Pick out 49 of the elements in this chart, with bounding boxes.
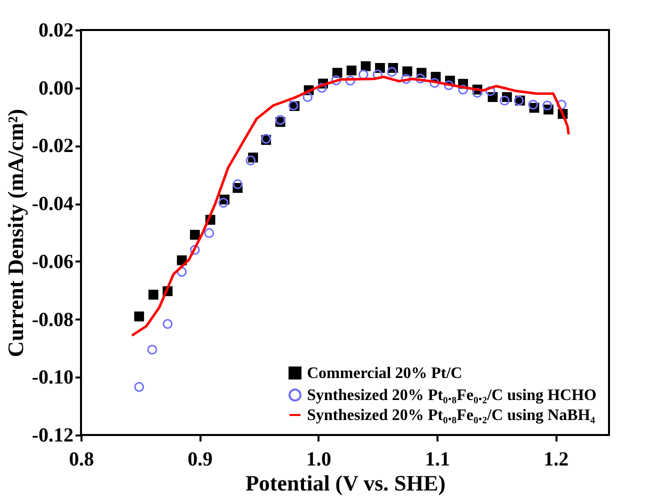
- point: [556, 100, 566, 110]
- x-tick-label: 1.1: [424, 448, 450, 470]
- point: [430, 78, 440, 88]
- point: [204, 228, 214, 238]
- point: [190, 244, 200, 255]
- point: [485, 86, 496, 96]
- point: [316, 82, 327, 93]
- point: [190, 230, 200, 240]
- point: [148, 290, 158, 300]
- x-axis-title: Potential (V vs. SHE): [245, 470, 446, 496]
- x-tick-label: 0.9: [188, 448, 213, 470]
- point: [346, 66, 356, 76]
- point: [542, 100, 552, 110]
- x-tick-label: 1.2: [544, 448, 569, 470]
- y-axis-title: Current Density (mA/cm²): [2, 108, 28, 358]
- legend-label: Commercial 20% Pt/C: [307, 365, 462, 382]
- point: [401, 74, 412, 84]
- point: [458, 84, 468, 95]
- x-tick-label: 0.8: [69, 448, 94, 470]
- point: [386, 67, 397, 77]
- point: [358, 70, 368, 80]
- point: [345, 76, 356, 86]
- point: [372, 70, 383, 80]
- point: [415, 74, 426, 84]
- legend-label: Synthesized 20% Pt₀.₈Fe₀.₂/C using NaBH₄: [307, 407, 596, 424]
- point: [147, 344, 158, 355]
- y-tick-label: 0.02: [38, 20, 74, 42]
- point: [500, 96, 510, 106]
- point: [134, 382, 144, 392]
- point: [232, 179, 243, 190]
- legend-label: Synthesized 20% Pt₀.₈Fe₀.₂/C using HCHO: [307, 387, 596, 404]
- point: [162, 318, 173, 329]
- y-tick-label: -0.02: [32, 135, 74, 158]
- y-tick-label: 0.00: [38, 77, 74, 100]
- point: [218, 198, 228, 208]
- y-tick-label: -0.04: [32, 193, 74, 216]
- point: [528, 100, 538, 110]
- point: [331, 75, 342, 86]
- point: [246, 156, 256, 166]
- point: [134, 311, 144, 322]
- point: [472, 88, 482, 98]
- y-tick-label: -0.12: [32, 424, 74, 446]
- y-tick-label: -0.06: [32, 250, 74, 273]
- point: [302, 92, 313, 102]
- y-tick-label: -0.08: [32, 308, 74, 331]
- point: [444, 80, 454, 90]
- y-tick-label: -0.10: [32, 366, 74, 389]
- x-tick-label: 1.0: [306, 448, 332, 470]
- point: [360, 61, 371, 72]
